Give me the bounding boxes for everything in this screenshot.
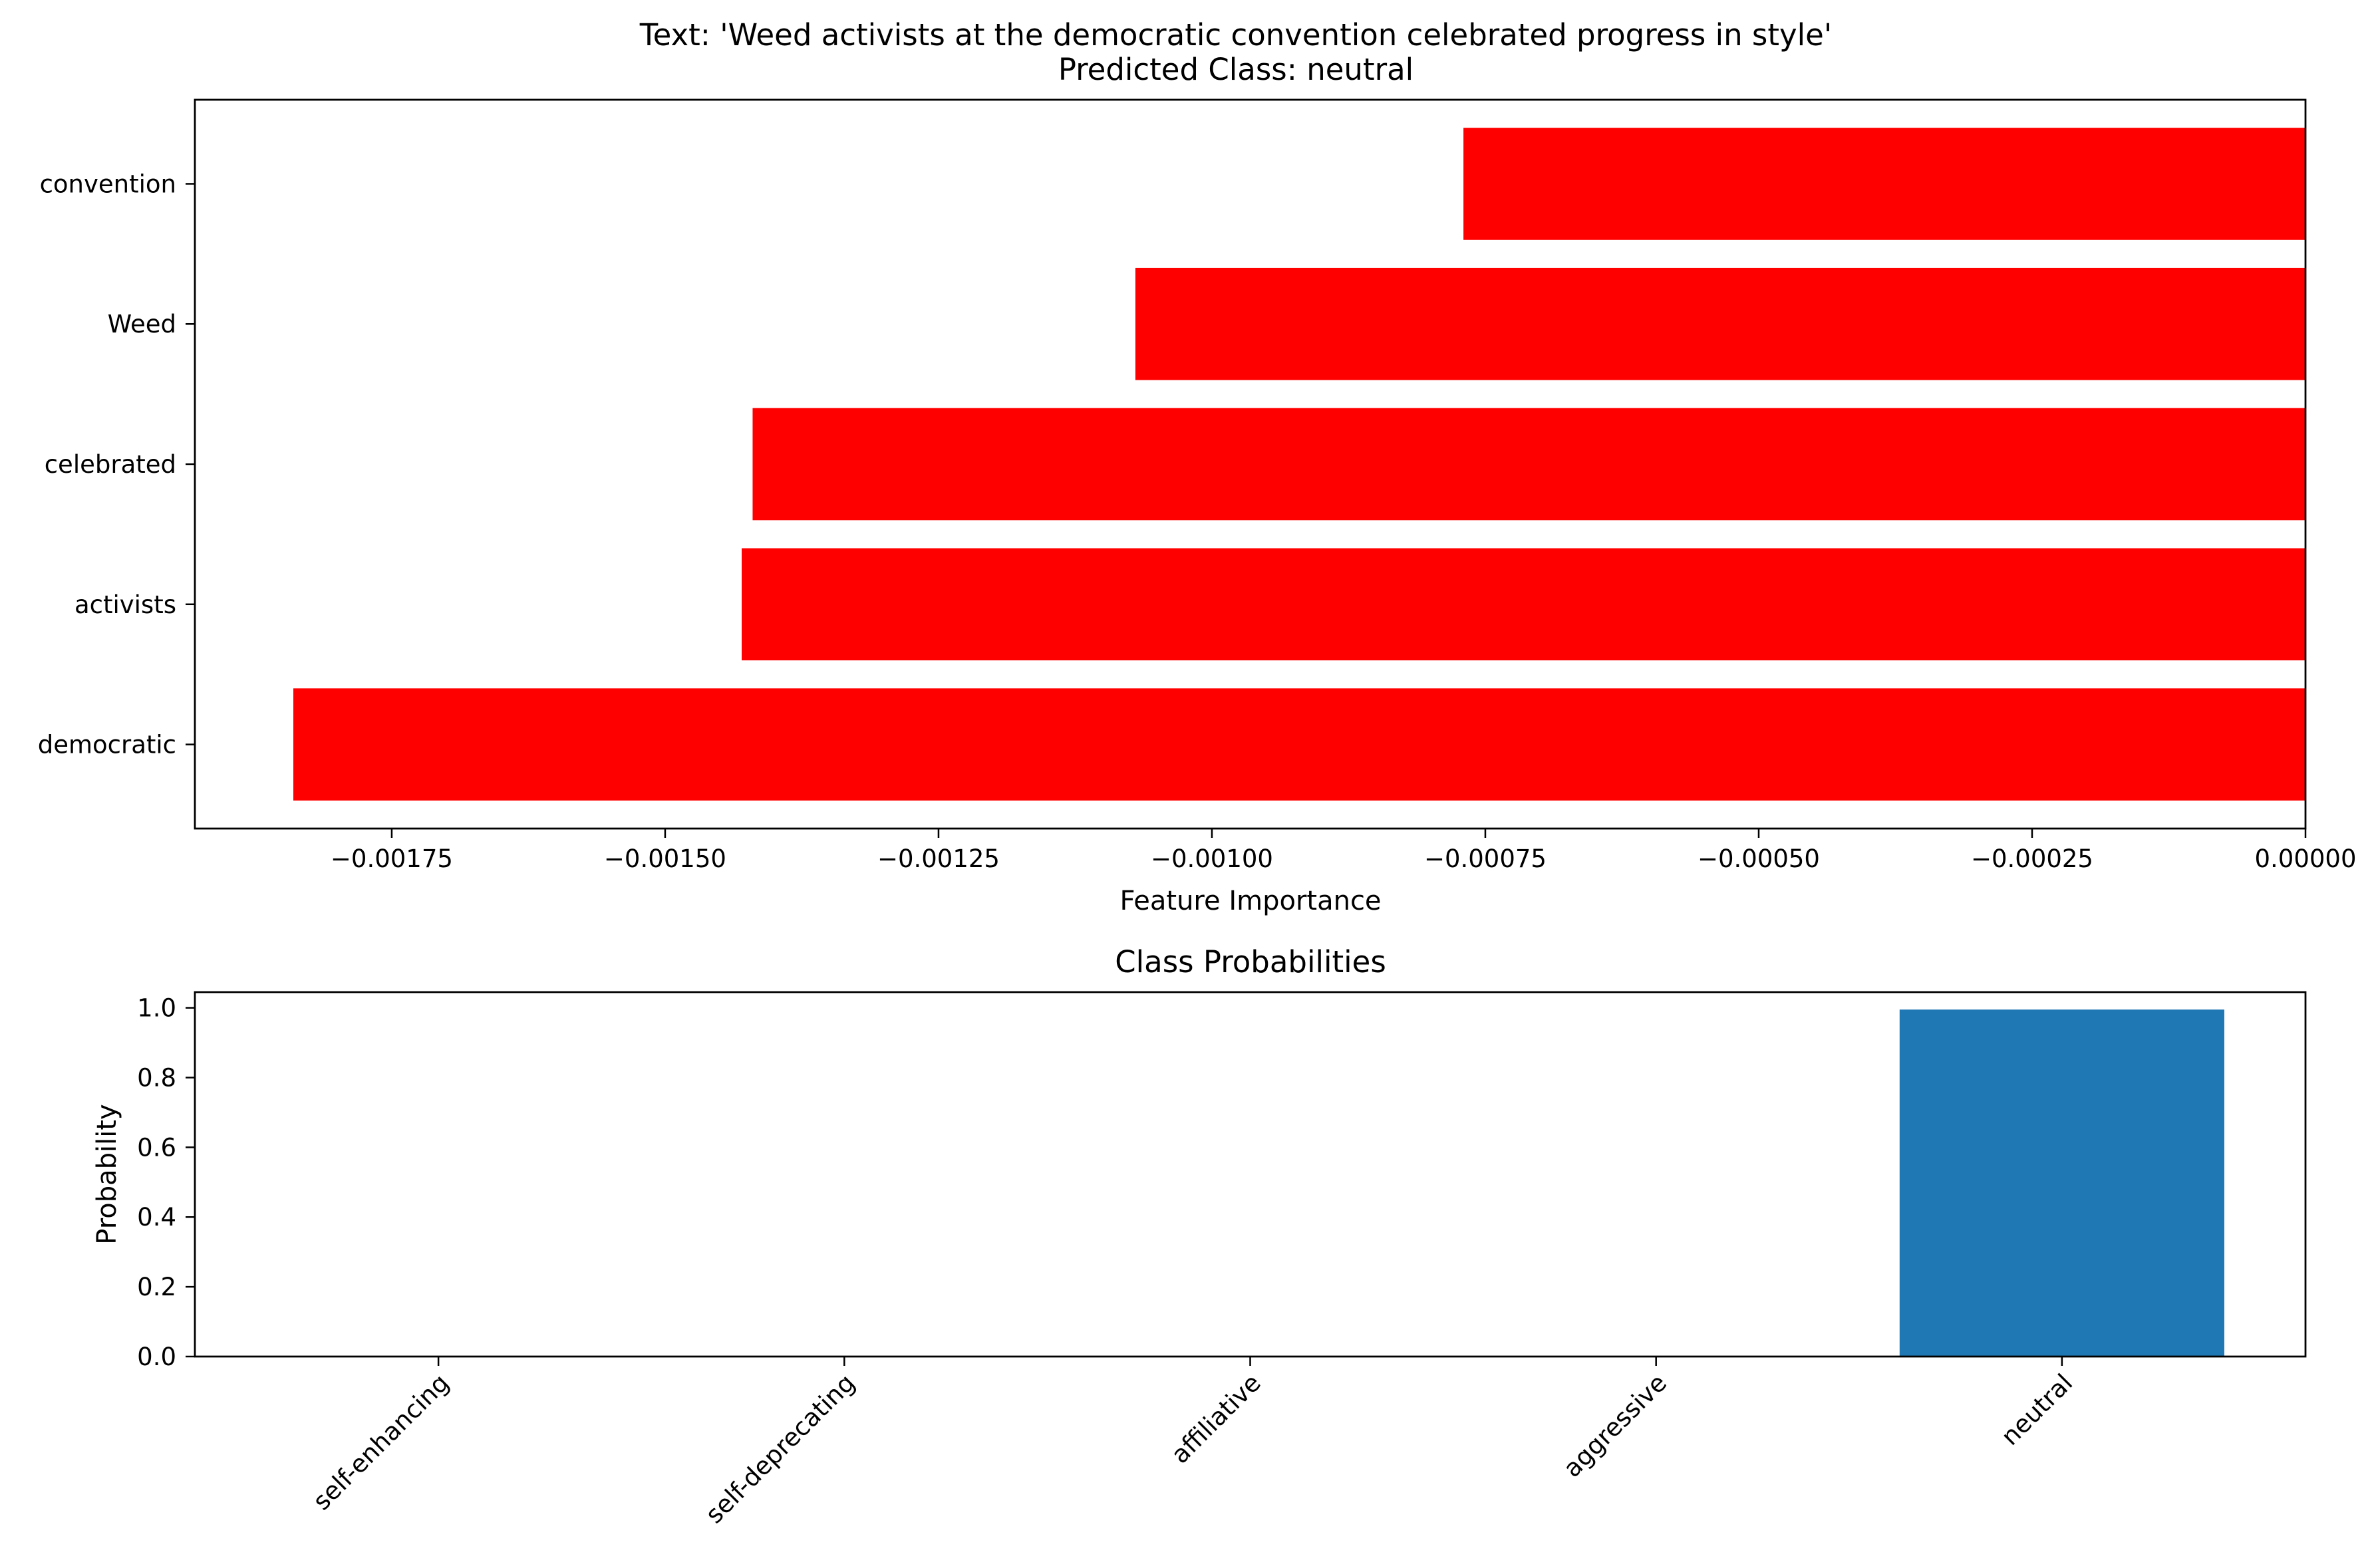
y-tick-label: 0.2 [137,1273,176,1301]
x-tick-label: −0.00175 [331,845,453,873]
y-tick-label-democratic: democratic [38,731,176,759]
y-tick-label-convention: convention [40,170,176,198]
class-probabilities-panel: Class Probabilities 0.0 0.2 0.4 0.6 0.8 1.0 s… [92,944,2307,1529]
x-tick-label: −0.00125 [877,845,1000,873]
y-axis-label: Probability [92,1104,122,1244]
bar-celebrated [752,408,2305,521]
x-tick-label: −0.00075 [1424,845,1547,873]
y-tick-label-celebrated: celebrated [45,450,176,479]
x-tick-label-neutral: neutral [1996,1369,2078,1451]
y-tick-label: 0.6 [137,1133,176,1162]
x-tick-label-self-enhancing: self-enhancing [307,1369,454,1515]
x-tick-label: −0.00100 [1151,845,1273,873]
x-tick-label-self-deprecating: self-deprecating [700,1369,860,1529]
y-tick-label: 1.0 [137,994,176,1023]
chart-subtitle: Predicted Class: neutral [1058,52,1413,87]
x-tick-label: 0.00000 [2254,845,2356,873]
probabilities-title: Class Probabilities [1115,944,1386,980]
probability-y-ticks: 0.0 0.2 0.4 0.6 0.8 1.0 [137,994,195,1371]
x-tick-label-affiliative: affiliative [1165,1369,1266,1469]
x-tick-label: −0.00025 [1971,845,2093,873]
bar-neutral [1899,1009,2224,1357]
y-tick-label: 0.8 [137,1063,176,1092]
probability-x-ticks: self-enhancing self-deprecating affiliativ… [307,1357,2078,1529]
y-tick-label-activists: activists [74,590,176,619]
x-tick-label-aggressive: aggressive [1558,1369,1672,1483]
y-tick-label: 0.0 [137,1343,176,1371]
y-tick-label-Weed: Weed [108,310,176,338]
feature-importance-panel: Text: 'Weed activists at the democratic … [38,17,2357,916]
feature-x-ticks: −0.00175 −0.00150 −0.00125 −0.00100 −0.00075… [331,829,2357,873]
bar-convention [1463,128,2305,240]
feature-y-ticks: convention Weed celebrated activists democra… [38,170,195,759]
bar-Weed [1135,267,2305,380]
x-tick-label: −0.00150 [604,845,726,873]
x-tick-label: −0.00050 [1698,845,1820,873]
feature-bars [293,128,2305,801]
bar-democratic [293,688,2305,801]
y-tick-label: 0.4 [137,1203,176,1232]
bar-activists [742,548,2305,661]
chart-title: Text: 'Weed activists at the democratic … [639,17,1832,53]
x-axis-label: Feature Importance [1119,886,1381,916]
probability-bars [276,1009,2224,1357]
